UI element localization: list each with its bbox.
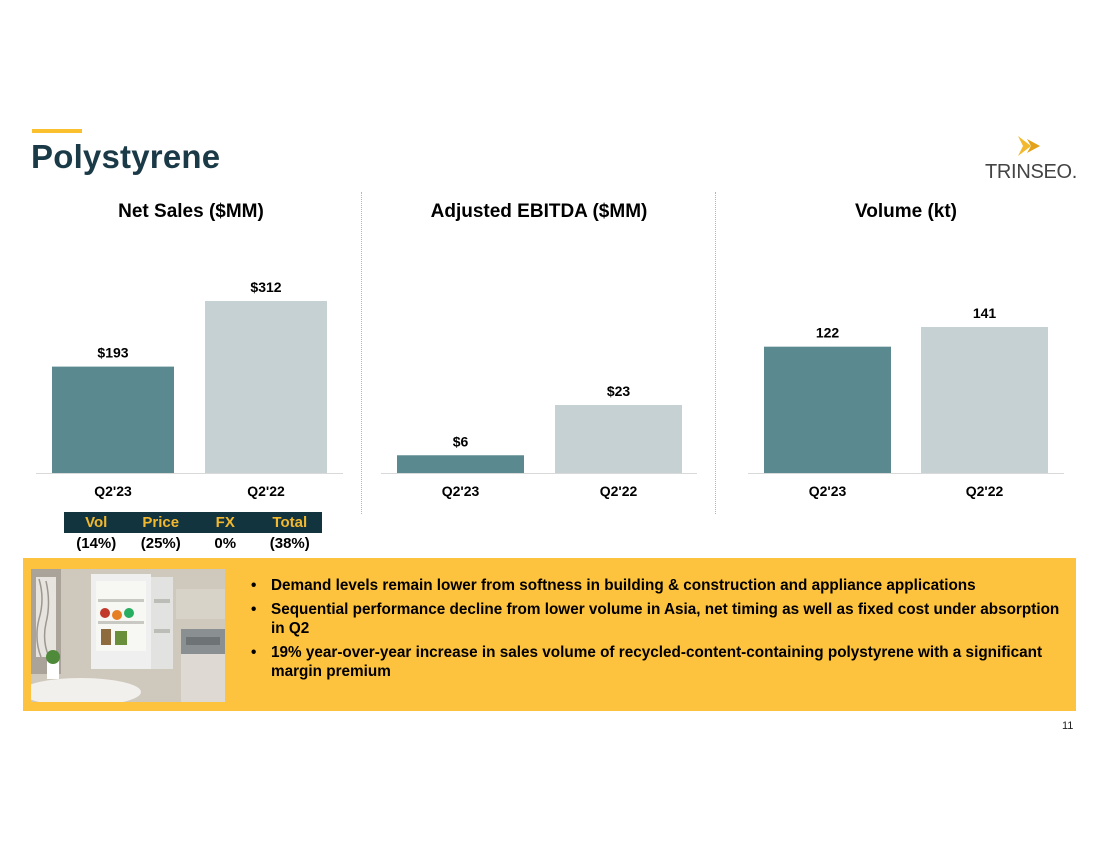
bar-data-label: 141 (973, 305, 997, 321)
ebitda-chart-title: Adjusted EBITDA ($MM) (430, 201, 648, 222)
category-label: Q2'22 (247, 483, 285, 499)
page-title: Polystyrene (31, 138, 221, 175)
bar-prior (555, 405, 682, 473)
bar-data-label: 122 (816, 325, 840, 341)
bridge-header-fx: FX (215, 514, 235, 531)
logo-arrow-icon (1018, 136, 1040, 156)
bar-current (52, 366, 174, 473)
net-sales-bridge-table: Vol Price FX Total (14%) (25%) 0% (38%) (64, 512, 322, 554)
bar-prior (205, 301, 327, 473)
highlight-text: 19% year-over-year increase in sales vol… (271, 644, 1043, 680)
bridge-header-total: Total (272, 514, 308, 531)
category-label: Q2'23 (94, 483, 132, 499)
highlights-banner: • Demand levels remain lower from softnes… (23, 558, 1076, 711)
bridge-value-vol: (14%) (76, 535, 117, 552)
category-label: Q2'22 (966, 483, 1004, 499)
bar-current (397, 455, 524, 473)
bar-prior (921, 327, 1048, 473)
bar-data-label: $23 (607, 383, 631, 399)
open-refrigerator-kitchen-photo (31, 569, 225, 702)
chart-divider-1 (361, 192, 362, 514)
trinseo-logo: TRINSEO. (985, 136, 1078, 183)
bar-data-label: $6 (453, 433, 469, 449)
bar-charts: $193 Q2'23 $312 Q2'22 $6 Q2'23 $23 Q2'22 122 Q2'2… (36, 279, 1064, 499)
highlights-list: • Demand levels remain lower from softnes… (251, 576, 1071, 686)
highlight-bullet-1: • Demand levels remain lower from softnes… (251, 577, 976, 594)
highlight-bullet-2: • Sequential performance decline from low… (251, 601, 1060, 637)
bridge-header-vol: Vol (85, 514, 108, 531)
chart-divider-2 (715, 192, 716, 514)
bridge-header-price: Price (142, 514, 180, 531)
net-sales-chart-title: Net Sales ($MM) (118, 201, 264, 222)
logo-text: TRINSEO. (985, 161, 1078, 183)
bar-data-label: $193 (97, 345, 128, 361)
bridge-header-row: Vol Price FX Total (64, 512, 322, 533)
highlight-bullet-3: • 19% year-over-year increase in sales vo… (251, 644, 1043, 680)
highlight-text: Demand levels remain lower from softness… (271, 577, 976, 594)
bar-data-label: $312 (250, 279, 281, 295)
bar-current (764, 346, 891, 473)
bridge-value-fx: 0% (214, 535, 237, 552)
page-number: 11 (1062, 720, 1074, 732)
volume-chart-title: Volume (kt) (854, 201, 958, 222)
category-label: Q2'23 (809, 483, 847, 499)
bridge-value-total: (38%) (269, 535, 310, 552)
category-label: Q2'23 (442, 483, 480, 499)
title-accent-line (32, 129, 82, 133)
category-label: Q2'22 (600, 483, 638, 499)
bridge-value-price: (25%) (140, 535, 181, 552)
highlight-text: Sequential performance decline from lowe… (271, 601, 1060, 637)
bridge-value-row: (14%) (25%) 0% (38%) (64, 533, 322, 554)
